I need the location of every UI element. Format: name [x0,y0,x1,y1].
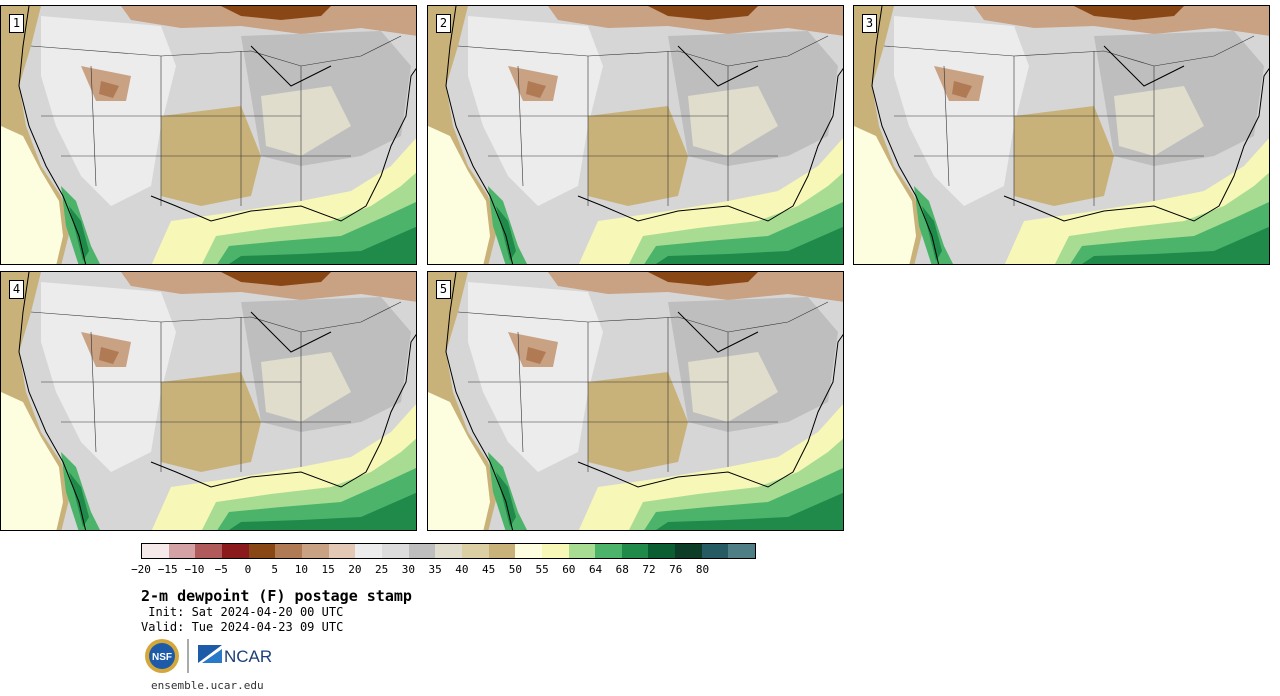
website-url: ensemble.ucar.edu [151,679,264,692]
colorbar-swatch [515,544,542,558]
ensemble-member-panel-5: 5 [427,271,844,531]
member-number-label: 3 [862,14,877,33]
ensemble-member-panel-1: 1 [0,5,417,265]
logo-row: NSF NCAR [144,637,274,679]
colorbar-tick-label: 68 [615,563,629,576]
colorbar-swatch [595,544,622,558]
colorbar-swatch [355,544,382,558]
valid-time: Valid: Tue 2024-04-23 09 UTC [141,620,344,634]
colorbar-tick-label: 64 [588,563,603,576]
dewpoint-colorbar [141,543,756,559]
colorbar-swatch [275,544,302,558]
figure-title: 2-m dewpoint (F) postage stamp [141,587,412,605]
colorbar-tick-label: −15 [157,563,178,576]
ensemble-member-panel-3: 3 [853,5,1270,265]
dewpoint-map-4 [1,272,416,530]
colorbar-tick-label: 80 [695,563,710,576]
colorbar-tick-label: 35 [428,563,442,576]
colorbar-swatch [675,544,702,558]
nsf-logo: NSF [145,639,179,673]
init-time: Init: Sat 2024-04-20 00 UTC [141,605,344,619]
dewpoint-map-2 [428,6,843,264]
svg-text:NCAR: NCAR [224,647,272,666]
ensemble-member-panel-2: 2 [427,5,844,265]
svg-text:NSF: NSF [152,652,172,663]
colorbar-tick-label: 10 [294,563,309,576]
colorbar-tick-label: 76 [669,563,683,576]
colorbar-swatch [488,544,516,558]
colorbar-tick-label: 5 [271,563,278,576]
dewpoint-map-5 [428,272,843,530]
colorbar-swatch [328,544,356,558]
dewpoint-map-1 [1,6,416,264]
member-number-label: 5 [436,280,451,299]
colorbar-tick-label: 45 [481,563,496,576]
colorbar-swatch [701,544,729,558]
ncar-logo: NCAR [198,645,272,666]
colorbar-swatch [408,544,436,558]
member-number-label: 4 [9,280,24,299]
colorbar-swatch [541,544,569,558]
colorbar-swatch [221,544,249,558]
colorbar-tick-label: 55 [535,563,549,576]
ensemble-member-panel-4: 4 [0,271,417,531]
colorbar-swatch [621,544,649,558]
member-number-label: 2 [436,14,451,33]
colorbar-tick-label: 60 [562,563,576,576]
colorbar-swatch [248,544,276,558]
colorbar-swatch [568,544,596,558]
colorbar-tick-label: 30 [401,563,416,576]
colorbar-tick-label: −5 [214,563,228,576]
colorbar-tick-label: 40 [455,563,469,576]
colorbar-swatch [381,544,409,558]
colorbar-tick-label: 50 [508,563,522,576]
colorbar-swatch [435,544,462,558]
colorbar-swatch [301,544,329,558]
colorbar-swatch [461,544,489,558]
colorbar-tick-label: −20 [131,563,151,576]
colorbar-swatch [168,544,196,558]
colorbar-tick-label: 25 [375,563,389,576]
member-number-label: 1 [9,14,24,33]
colorbar-tick-label: −10 [184,563,205,576]
dewpoint-map-3 [854,6,1269,264]
colorbar-swatch [142,544,169,558]
colorbar-tick-label: 15 [321,563,335,576]
colorbar-tick-label: 20 [348,563,362,576]
colorbar-swatch [728,544,756,558]
colorbar-tick-label: 0 [244,563,252,576]
colorbar-swatch [648,544,676,558]
colorbar-swatch [195,544,222,558]
colorbar-tick-label: 72 [642,563,656,576]
